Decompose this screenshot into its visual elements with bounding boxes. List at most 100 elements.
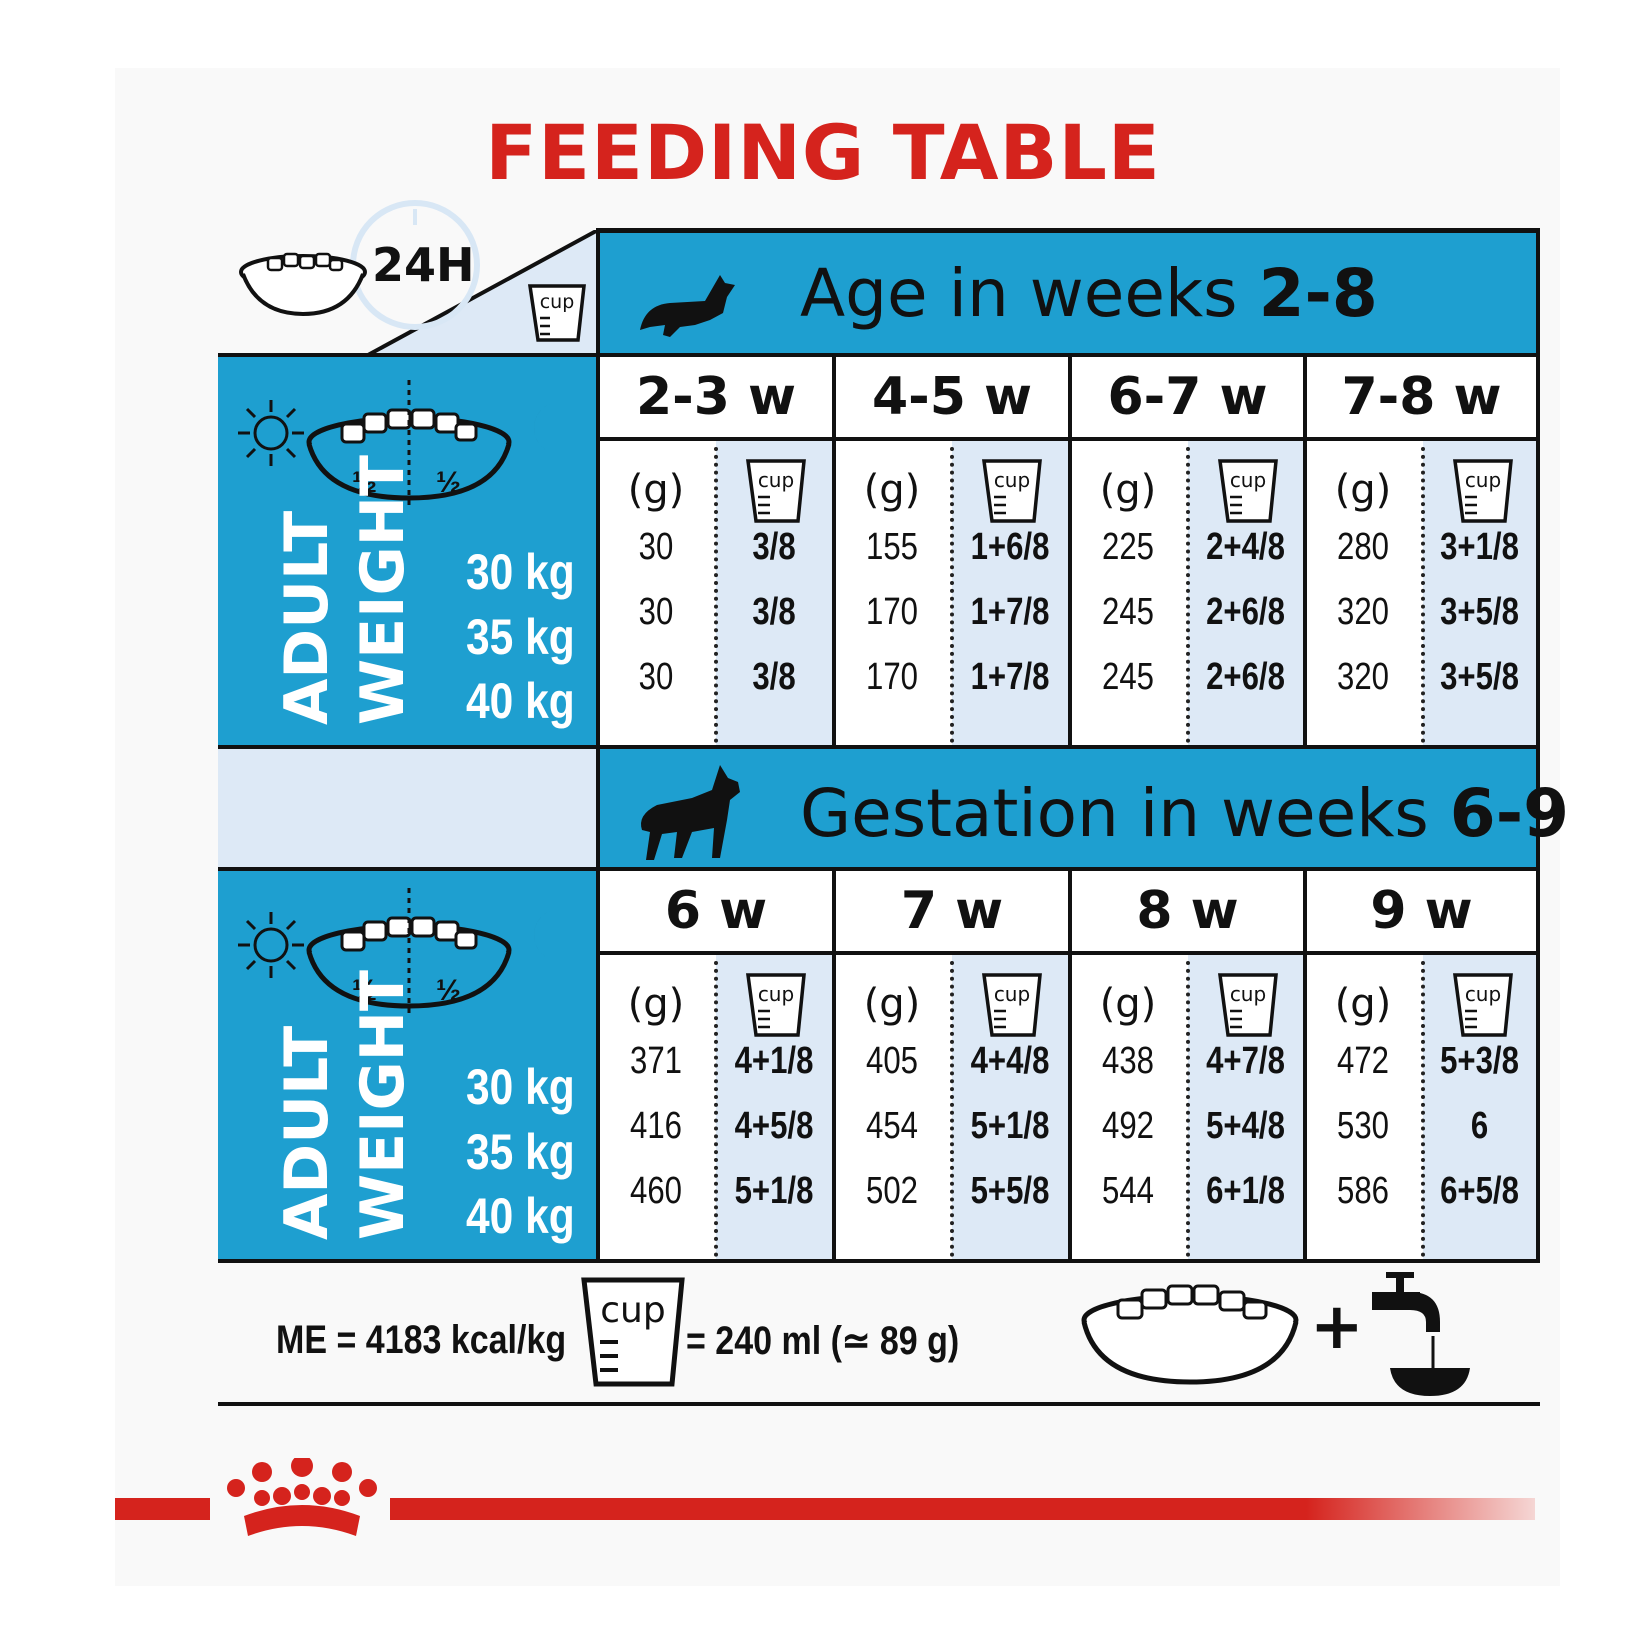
svg-text:cup: cup <box>1465 982 1501 1006</box>
food-bowl-icon <box>1078 1278 1303 1393</box>
cup-icon: cup <box>744 969 808 1044</box>
svg-text:cup: cup <box>758 982 794 1006</box>
cup-icon: cup <box>1216 455 1280 530</box>
section2-title-range: 6-9 <box>1449 775 1570 852</box>
cups-value: 6+1/8 <box>1206 1169 1285 1212</box>
column-border <box>1068 355 1072 747</box>
cup-icon: cup <box>980 969 1044 1044</box>
column-border <box>832 869 836 1261</box>
svg-text:cup: cup <box>994 468 1030 492</box>
table-line <box>598 437 1538 441</box>
week-header-3: 7-8 w <box>1307 357 1536 437</box>
cup-icon: cup <box>1451 969 1515 1044</box>
adult-label: ADULT <box>272 1025 342 1240</box>
moon-icon <box>525 398 575 463</box>
grams-value: 492 <box>1102 1104 1154 1147</box>
grams-value: 30 <box>638 590 674 633</box>
grams-value: 280 <box>1337 525 1389 568</box>
column-border <box>832 355 836 747</box>
cups-value: 4+7/8 <box>1206 1039 1285 1082</box>
grams-value: 454 <box>866 1104 918 1147</box>
moon-icon <box>525 905 575 970</box>
cups-value: 3/8 <box>752 655 796 698</box>
svg-text:cup: cup <box>1230 468 1266 492</box>
section1-title-prefix: Age in weeks <box>800 255 1259 332</box>
half-left: ½ <box>352 974 378 1007</box>
weight-label: WEIGHT <box>348 455 418 725</box>
cup-icon: cup <box>744 455 808 530</box>
grams-value: 586 <box>1337 1169 1389 1212</box>
cups-value: 4+1/8 <box>734 1039 814 1082</box>
split-bowl-icon <box>302 380 517 515</box>
cups-value: 5+3/8 <box>1440 1039 1519 1082</box>
column-divider <box>714 961 718 1257</box>
plus-sign: + <box>1310 1290 1364 1364</box>
sun-icon <box>236 910 306 985</box>
cups-value: 3/8 <box>752 525 796 568</box>
grams-value: 460 <box>630 1169 682 1212</box>
half-right: ½ <box>436 466 462 499</box>
cups-value: 1+7/8 <box>970 590 1050 633</box>
week-header-0: 6 w <box>600 871 832 951</box>
cup-icon: cup <box>526 280 588 349</box>
weight-row-2: 35 kg <box>466 609 575 665</box>
grams-value: 245 <box>1102 655 1154 698</box>
svg-text:cup: cup <box>994 982 1030 1006</box>
cups-value: 3/8 <box>752 590 796 633</box>
weight-row-3: 40 kg <box>466 1188 575 1244</box>
cups-value: 1+6/8 <box>970 525 1050 568</box>
cups-value: 2+6/8 <box>1206 590 1285 633</box>
grams-value: 30 <box>638 655 674 698</box>
table-line <box>218 1259 1540 1263</box>
grams-unit-label: (g) <box>627 467 685 513</box>
separator-strip <box>218 747 598 869</box>
grams-value: 245 <box>1102 590 1154 633</box>
grams-unit-label: (g) <box>1099 981 1157 1027</box>
column-divider <box>1186 447 1190 743</box>
cup-icon: cup <box>1216 969 1280 1044</box>
table-line <box>598 228 1540 233</box>
section1-title-range: 2-8 <box>1258 255 1378 332</box>
week-header-2: 8 w <box>1072 871 1303 951</box>
cups-value: 4+5/8 <box>734 1104 814 1147</box>
week-header-1: 4-5 w <box>836 357 1068 437</box>
cup-icon-label: cup <box>600 1290 665 1331</box>
crown-logo <box>222 1455 382 1553</box>
section1-header-bar <box>598 230 1538 355</box>
grams-value: 472 <box>1337 1039 1389 1082</box>
grams-value: 155 <box>866 525 918 568</box>
grams-value: 405 <box>866 1039 918 1082</box>
svg-text:cup: cup <box>1465 468 1501 492</box>
cups-value: 2+4/8 <box>1206 525 1285 568</box>
brand-bar-right <box>390 1498 1535 1520</box>
grams-unit-label: (g) <box>863 981 921 1027</box>
cup-icon: cup <box>980 455 1044 530</box>
table-line <box>596 228 600 1262</box>
week-header-1: 7 w <box>836 871 1068 951</box>
grams-value: 544 <box>1102 1169 1154 1212</box>
sun-icon <box>236 398 306 473</box>
cup-icon-large: cup <box>578 1272 688 1397</box>
cups-value: 6+5/8 <box>1440 1169 1519 1212</box>
grams-value: 170 <box>866 590 918 633</box>
weight-row-2: 35 kg <box>466 1124 575 1180</box>
column-divider <box>950 447 954 743</box>
24h-label: 24H <box>372 238 475 292</box>
cups-value: 5+5/8 <box>970 1169 1050 1212</box>
cups-value: 6 <box>1470 1104 1489 1147</box>
weight-row-1: 30 kg <box>466 544 575 600</box>
food-bowl-icon <box>238 248 368 323</box>
column-border <box>1303 355 1307 747</box>
cups-value: 5+1/8 <box>734 1169 814 1212</box>
water-tap-icon <box>1370 1270 1480 1405</box>
column-divider <box>950 961 954 1257</box>
grams-value: 320 <box>1337 590 1389 633</box>
svg-text:cup: cup <box>1230 982 1266 1006</box>
split-bowl-icon <box>302 888 517 1023</box>
footer-line <box>218 1402 1540 1406</box>
grams-value: 225 <box>1102 525 1154 568</box>
column-divider <box>1186 961 1190 1257</box>
section2-title-prefix: Gestation in weeks <box>800 775 1450 852</box>
cups-value: 1+7/8 <box>970 655 1050 698</box>
column-divider <box>714 447 718 743</box>
